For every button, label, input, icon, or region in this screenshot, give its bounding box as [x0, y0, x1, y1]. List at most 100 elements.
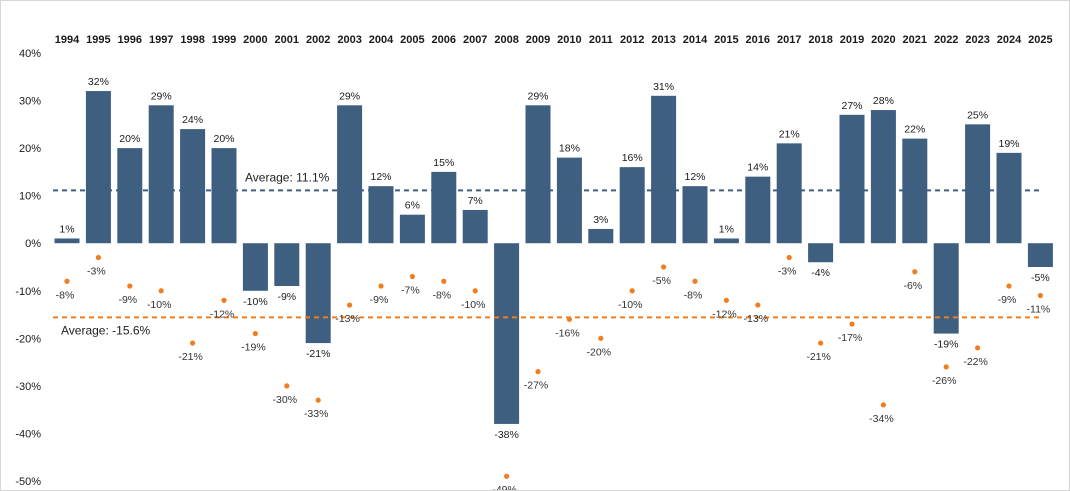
dot-value-label: -3% — [778, 265, 797, 277]
bar — [368, 186, 394, 244]
dot-value-labels: -8% -3% -9% -10% -21% -12% -19% -30% -33% -13% -9%… — [56, 265, 1051, 490]
dot — [755, 302, 761, 308]
bar-value-label: 1% — [59, 223, 74, 235]
bar-value-label: 29% — [527, 90, 548, 102]
bar-value-label: 21% — [779, 128, 800, 140]
bar — [556, 157, 582, 244]
dot — [347, 302, 353, 308]
dot — [1006, 283, 1012, 289]
bar-value-label: 12% — [684, 171, 705, 183]
bar — [462, 209, 488, 244]
bar-value-label: -4% — [811, 267, 830, 279]
bar — [399, 214, 425, 244]
dot-value-label: -27% — [524, 380, 549, 392]
bar — [839, 114, 865, 244]
y-tick-label: -20% — [15, 333, 41, 345]
dot — [723, 297, 730, 303]
year-label: 1999 — [212, 34, 236, 46]
year-label: 1996 — [118, 34, 142, 46]
bar — [996, 152, 1022, 244]
dot — [409, 273, 415, 280]
year-label: 2018 — [808, 34, 832, 46]
dot-value-label: -21% — [806, 351, 831, 363]
y-axis: 40% 30% 20% 10% 0% -10% -20% -30% -40% -50% — [15, 48, 41, 488]
average-label: Average: 11.1% — [245, 170, 330, 184]
bar-value-label: 6% — [405, 200, 420, 212]
dot-value-label: -26% — [932, 375, 957, 387]
dot-value-label: -13% — [335, 313, 360, 325]
dot-value-label: -34% — [869, 413, 894, 425]
dot — [472, 288, 478, 294]
dot — [127, 283, 133, 289]
dot — [692, 278, 698, 284]
year-label: 2009 — [526, 34, 550, 46]
y-tick-label: -30% — [15, 381, 41, 393]
bar-value-label: 3% — [593, 214, 608, 226]
dot-value-label: -8% — [684, 289, 703, 301]
bar — [85, 91, 111, 244]
dot — [504, 473, 510, 479]
bar-value-label: 7% — [468, 195, 483, 207]
dot — [95, 254, 101, 261]
year-label: 1997 — [149, 34, 173, 46]
dot — [818, 340, 824, 346]
dot — [535, 369, 541, 375]
bar-value-labels: 1% 32% 20% 29% 24% 20% -10% -9% -21% 29% 12% 6% 15% 7… — [59, 76, 1049, 441]
dot-value-label: -22% — [963, 356, 988, 368]
year-label: 2021 — [903, 34, 927, 46]
bar-value-label: -38% — [494, 429, 519, 441]
bar-value-label: 20% — [213, 133, 234, 145]
bar — [1027, 243, 1053, 267]
bar — [651, 95, 677, 244]
dot — [441, 278, 447, 284]
dot — [786, 254, 792, 261]
year-label: 2003 — [337, 34, 361, 46]
average-label: Average: -15.6% — [61, 323, 150, 337]
year-label: 1998 — [180, 34, 204, 46]
dot-value-label: -10% — [461, 299, 486, 311]
dot-value-label: -16% — [555, 327, 580, 339]
bar — [808, 243, 834, 263]
bar-value-label: 32% — [88, 76, 109, 88]
bar-value-label: -19% — [934, 339, 959, 351]
year-label: 2006 — [432, 34, 456, 46]
dot — [975, 345, 981, 351]
bar — [525, 105, 551, 244]
year-label: 2015 — [714, 34, 738, 46]
year-label: 2013 — [651, 34, 675, 46]
dot-value-label: -19% — [241, 342, 266, 354]
dot-value-label: -12% — [712, 308, 737, 320]
dot-value-label: -33% — [304, 408, 329, 420]
dot — [315, 397, 321, 403]
bar-value-label: 20% — [119, 133, 140, 145]
bar — [242, 243, 268, 291]
y-tick-label: -50% — [15, 476, 41, 488]
bar-value-label: 28% — [873, 95, 894, 107]
year-label: 2025 — [1028, 34, 1052, 46]
year-label: 2019 — [840, 34, 864, 46]
bar — [117, 148, 143, 244]
dot-value-label: -12% — [210, 308, 235, 320]
bar — [494, 243, 520, 424]
dot-value-label: -21% — [178, 351, 203, 363]
dot — [566, 316, 573, 322]
dot — [661, 264, 667, 270]
bar — [745, 176, 771, 244]
year-label: 2005 — [400, 34, 424, 46]
year-label: 1994 — [55, 34, 80, 46]
bar-value-label: 14% — [747, 162, 768, 174]
year-label: 2002 — [306, 34, 330, 46]
year-label: 2012 — [620, 34, 644, 46]
dot-value-label: -5% — [652, 275, 671, 287]
dot — [158, 288, 164, 294]
y-tick-label: 20% — [19, 143, 41, 155]
dot-value-label: -10% — [147, 299, 172, 311]
bar-value-label: 15% — [433, 157, 454, 169]
dot — [190, 340, 196, 346]
dot-value-label: -7% — [401, 285, 420, 297]
year-label: 2023 — [965, 34, 989, 46]
year-label: 2020 — [871, 34, 895, 46]
year-label: 2010 — [557, 34, 581, 46]
